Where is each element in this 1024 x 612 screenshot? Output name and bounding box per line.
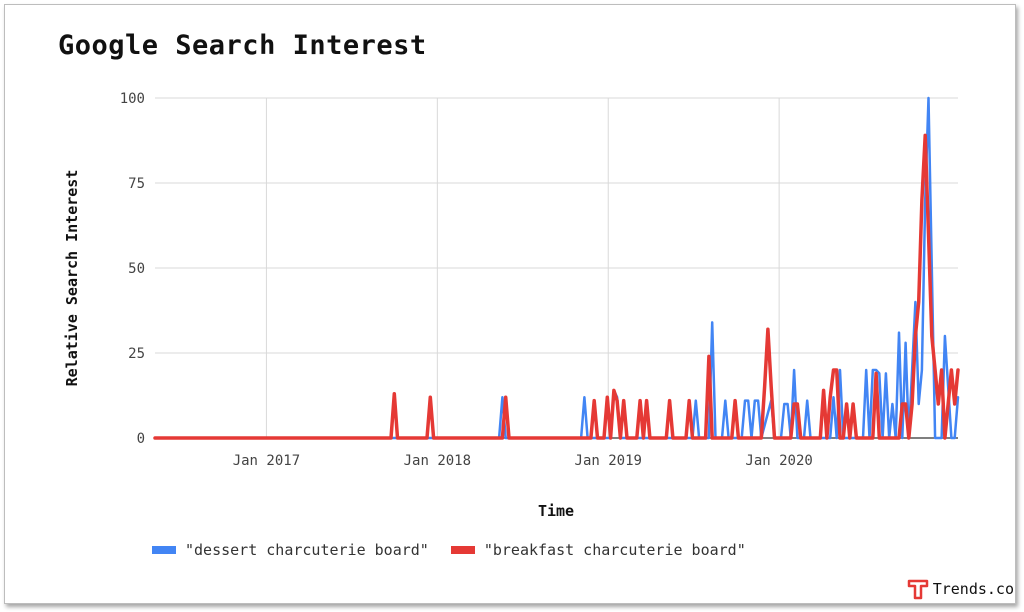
trends-t-logo-icon [907, 579, 928, 600]
legend-swatch-breakfast [450, 546, 475, 554]
x-tick-label: Jan 2019 [575, 453, 642, 469]
x-tick-label: Jan 2018 [404, 453, 471, 469]
legend: "dessert charcuterie board" "breakfast c… [152, 541, 746, 559]
x-tick-label: Jan 2017 [233, 453, 300, 469]
chart-title: Google Search Interest [58, 30, 427, 61]
brand-name: Trends.co [932, 580, 1014, 598]
x-axis-label: Time [538, 502, 574, 520]
y-tick-label: 75 [128, 176, 145, 192]
x-axis-ticks: Jan 2017 Jan 2018 Jan 2019 Jan 2020 [233, 453, 813, 469]
legend-swatch-dessert [152, 546, 176, 554]
chart-card [4, 4, 1016, 604]
legend-label-dessert: "dessert charcuterie board" [185, 541, 429, 559]
y-tick-label: 50 [128, 261, 145, 277]
series-lines [153, 96, 960, 440]
y-axis-ticks: 0 25 50 75 100 [120, 91, 145, 447]
legend-label-breakfast: "breakfast charcuterie board" [483, 541, 746, 559]
y-tick-label: 100 [120, 91, 145, 107]
legend-item-dessert[interactable]: "dessert charcuterie board" [152, 541, 429, 559]
series-line-breakfast [153, 133, 960, 440]
x-tick-label: Jan 2020 [745, 453, 812, 469]
y-axis-label: Relative Search Interest [63, 170, 81, 387]
grid-lines [155, 97, 958, 438]
brand-watermark: Trends.co [907, 578, 1014, 600]
legend-item-breakfast[interactable]: "breakfast charcuterie board" [450, 541, 746, 559]
y-tick-label: 25 [128, 346, 145, 362]
y-tick-label: 0 [137, 431, 145, 447]
